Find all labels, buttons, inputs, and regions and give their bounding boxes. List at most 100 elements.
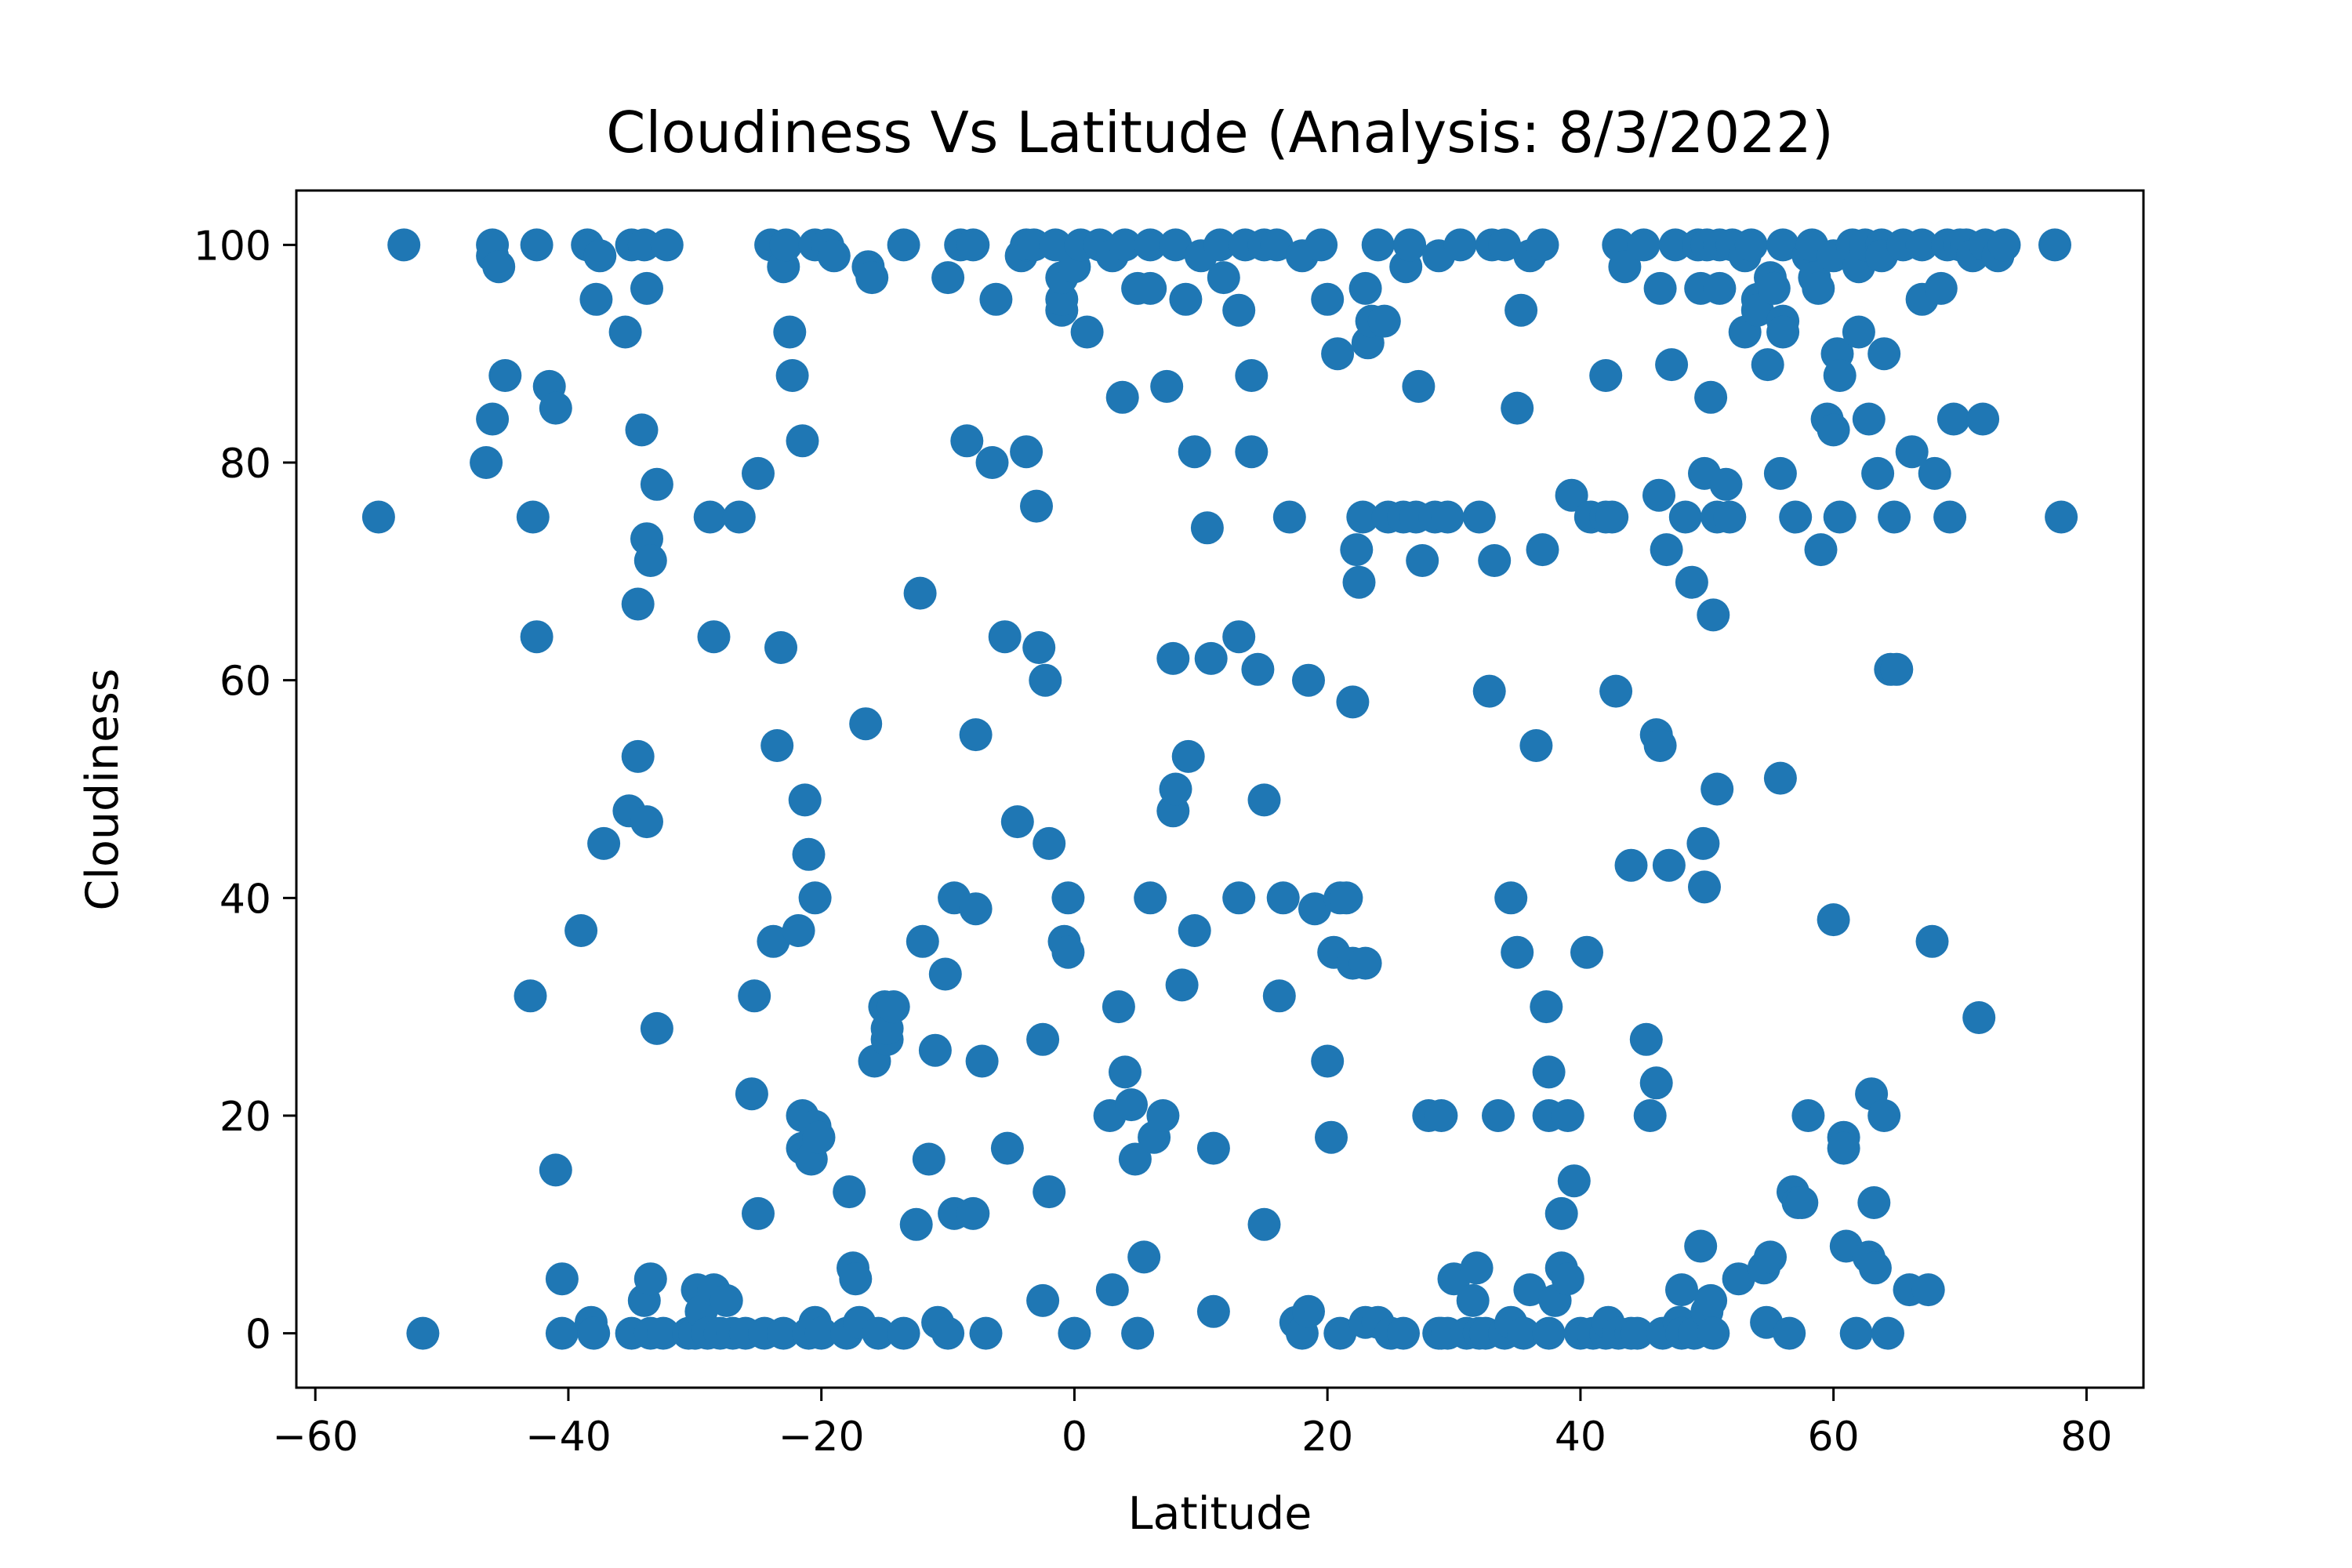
data-point bbox=[1686, 826, 1720, 860]
data-point bbox=[1501, 935, 1534, 969]
x-tick-label: 40 bbox=[1555, 1414, 1606, 1461]
data-point bbox=[1924, 271, 1958, 305]
data-point bbox=[1305, 228, 1338, 262]
data-point bbox=[693, 500, 727, 534]
data-point bbox=[956, 228, 990, 262]
data-point bbox=[959, 718, 993, 752]
data-point bbox=[1694, 1283, 1728, 1317]
data-point bbox=[833, 1175, 866, 1209]
data-point bbox=[1247, 783, 1281, 817]
data-point bbox=[1933, 500, 1967, 534]
data-point bbox=[1501, 391, 1534, 425]
data-point bbox=[855, 261, 889, 295]
data-point bbox=[802, 1120, 836, 1154]
data-point bbox=[1570, 935, 1603, 969]
data-point bbox=[1804, 533, 1838, 567]
data-point bbox=[1880, 652, 1914, 686]
data-point bbox=[918, 1033, 952, 1067]
data-point bbox=[1342, 565, 1376, 599]
data-point bbox=[1102, 990, 1135, 1024]
data-point bbox=[1754, 1240, 1787, 1274]
data-point bbox=[1462, 500, 1496, 534]
data-point bbox=[786, 424, 819, 458]
data-point bbox=[564, 914, 598, 947]
data-point bbox=[1791, 1099, 1825, 1132]
data-point bbox=[1802, 271, 1835, 305]
data-point bbox=[1051, 881, 1085, 915]
data-point bbox=[990, 1131, 1024, 1165]
data-point bbox=[1178, 914, 1211, 947]
data-point bbox=[1555, 478, 1588, 512]
data-point bbox=[1146, 1099, 1180, 1132]
data-point bbox=[520, 620, 554, 654]
data-point bbox=[1684, 1229, 1718, 1263]
data-point bbox=[1026, 1283, 1060, 1317]
data-point bbox=[514, 979, 547, 1013]
data-point bbox=[738, 979, 771, 1013]
x-tick-label: 60 bbox=[1808, 1414, 1860, 1461]
data-point bbox=[1608, 250, 1642, 284]
data-point bbox=[1905, 228, 1939, 262]
data-point bbox=[630, 805, 663, 839]
data-point bbox=[1431, 500, 1465, 534]
data-point bbox=[1178, 435, 1211, 469]
y-tick-label: 40 bbox=[220, 876, 271, 923]
data-point bbox=[1039, 228, 1073, 262]
data-point bbox=[950, 424, 984, 458]
x-tick-label: 0 bbox=[1062, 1414, 1087, 1461]
data-point bbox=[1966, 402, 2000, 436]
data-point bbox=[1817, 413, 1850, 447]
data-point bbox=[1222, 620, 1256, 654]
data-point bbox=[1589, 359, 1623, 392]
data-point bbox=[1599, 674, 1633, 708]
data-point bbox=[1203, 228, 1236, 262]
data-point bbox=[887, 1316, 920, 1350]
data-point bbox=[1530, 990, 1563, 1024]
data-point bbox=[722, 500, 756, 534]
data-point bbox=[1171, 739, 1205, 773]
data-point bbox=[979, 282, 1013, 316]
data-point bbox=[1340, 533, 1374, 567]
data-point bbox=[1655, 348, 1689, 382]
points-layer bbox=[361, 228, 2078, 1350]
chart-title: Cloudiness Vs Latitude (Analysis: 8/3/20… bbox=[606, 100, 1834, 165]
data-point bbox=[1823, 500, 1857, 534]
data-point bbox=[1196, 1131, 1230, 1165]
data-point bbox=[1346, 500, 1380, 534]
data-point bbox=[1779, 500, 1813, 534]
data-point bbox=[1544, 1196, 1578, 1230]
data-point bbox=[1336, 685, 1370, 719]
data-point bbox=[1488, 228, 1522, 262]
data-point bbox=[361, 500, 395, 534]
data-point bbox=[1827, 1131, 1860, 1165]
data-point bbox=[877, 990, 910, 1024]
data-point bbox=[1895, 435, 1929, 469]
data-point bbox=[1026, 1022, 1060, 1056]
data-point bbox=[1526, 228, 1559, 262]
data-point bbox=[1911, 1273, 1945, 1307]
data-point bbox=[387, 228, 421, 262]
data-point bbox=[1311, 282, 1345, 316]
data-point bbox=[764, 631, 797, 664]
data-point bbox=[1159, 228, 1192, 262]
data-point bbox=[1134, 271, 1167, 305]
data-point bbox=[975, 446, 1009, 479]
data-point bbox=[792, 837, 826, 871]
data-point bbox=[817, 239, 851, 273]
data-point bbox=[1839, 1316, 1873, 1350]
data-point bbox=[1425, 1099, 1458, 1132]
data-point bbox=[1694, 380, 1728, 414]
data-point bbox=[1127, 1240, 1161, 1274]
data-point bbox=[1109, 228, 1142, 262]
data-point bbox=[1292, 663, 1325, 697]
data-point bbox=[1763, 761, 1797, 795]
data-point bbox=[1121, 1316, 1155, 1350]
data-point bbox=[1443, 228, 1477, 262]
data-point bbox=[956, 1196, 990, 1230]
data-point bbox=[903, 576, 937, 610]
data-point bbox=[1697, 598, 1730, 632]
data-point bbox=[640, 1011, 673, 1045]
data-point bbox=[1472, 674, 1506, 708]
data-point bbox=[1260, 228, 1294, 262]
y-axis-label: Cloudiness bbox=[77, 668, 129, 910]
